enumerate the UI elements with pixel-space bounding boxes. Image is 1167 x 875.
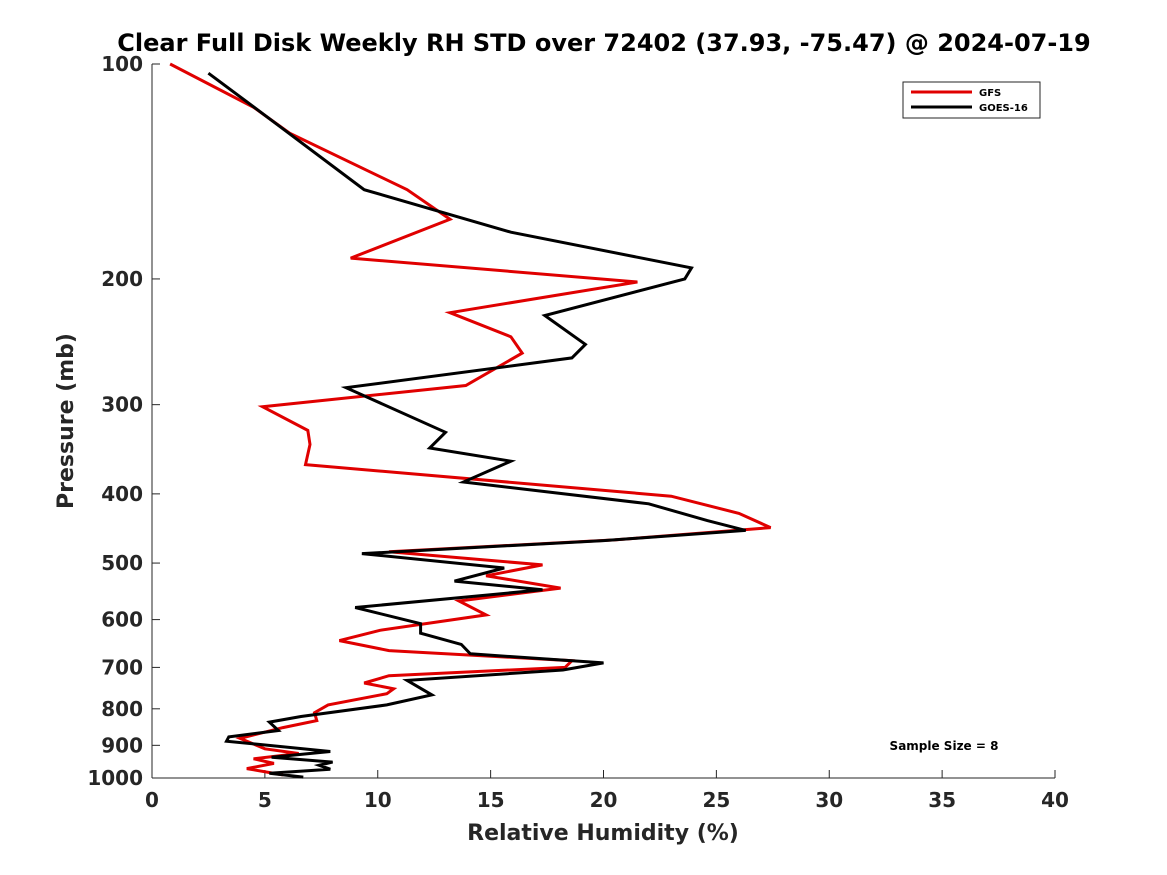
x-tick-label: 30	[815, 788, 843, 812]
series-lines	[169, 62, 772, 779]
x-tick-label: 40	[1041, 788, 1069, 812]
x-tick-label: 0	[145, 788, 159, 812]
y-tick-label: 700	[101, 655, 143, 679]
legend-box	[902, 81, 1041, 119]
series-line-gfs	[169, 62, 772, 777]
series-line-goes16	[207, 71, 747, 779]
x-axis-ticks: 0 5 10 15 20 25 30 35 40	[145, 770, 1069, 812]
y-tick-label: 200	[101, 267, 143, 291]
y-tick-label: 600	[101, 608, 143, 632]
x-tick-label: 10	[364, 788, 392, 812]
y-tick-label: 300	[101, 393, 143, 417]
x-axis-label: Relative Humidity (%)	[467, 821, 739, 846]
legend-label-gfs: GFS	[979, 88, 1001, 99]
legend-label-goes16: GOES-16	[979, 103, 1028, 114]
x-tick-label: 35	[928, 788, 956, 812]
y-tick-label: 500	[101, 551, 143, 575]
y-axis-ticks: 100 200 300 400 500 600 700 800 900 1000	[87, 52, 160, 790]
x-tick-label: 25	[702, 788, 730, 812]
y-axis-label: Pressure (mb)	[54, 333, 79, 509]
y-tick-label: 900	[101, 733, 143, 757]
chart-title: Clear Full Disk Weekly RH STD over 72402…	[117, 29, 1090, 57]
x-tick-label: 15	[477, 788, 505, 812]
y-tick-label: 400	[101, 482, 143, 506]
y-tick-label: 100	[101, 52, 143, 76]
y-tick-label: 800	[101, 697, 143, 721]
x-tick-label: 5	[258, 788, 272, 812]
y-tick-label: 1000	[87, 766, 143, 790]
sample-size-annotation: Sample Size = 8	[890, 739, 999, 753]
x-tick-label: 20	[590, 788, 618, 812]
legend: GFS GOES-16	[902, 81, 1041, 119]
